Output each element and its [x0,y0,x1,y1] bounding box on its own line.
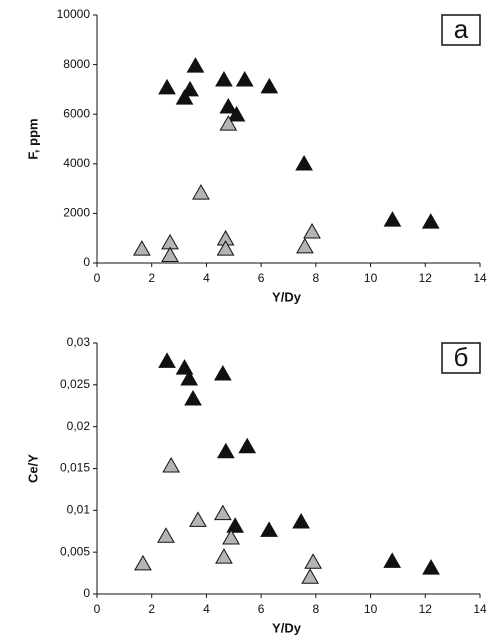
triangle-marker [227,105,246,122]
triangle-marker [222,528,240,545]
y-tick-label: 0,025 [60,377,90,391]
triangle-marker [186,57,205,73]
triangle-marker [180,369,199,386]
triangle-marker [238,437,257,454]
panel-label: б [454,342,469,372]
y-tick-label: 0,005 [60,544,90,558]
triangle-marker [184,390,202,406]
triangle-marker [175,89,194,105]
triangle-marker [189,511,207,527]
x-tick-label: 12 [419,271,433,285]
y-tick-label: 6000 [63,106,90,120]
x-axis-title: Y/Dy [272,620,302,635]
triangle-marker [304,553,322,569]
y-tick-label: 0,01 [67,503,91,517]
triangle-marker [421,213,440,229]
triangle-marker [383,211,402,227]
x-tick-label: 8 [313,271,320,285]
triangle-marker [158,78,176,95]
triangle-marker [422,559,440,575]
x-tick-label: 8 [313,602,320,616]
triangle-marker [235,70,254,87]
y-tick-label: 10000 [57,7,91,21]
triangle-marker [260,77,279,94]
x-tick-label: 2 [148,271,155,285]
x-tick-label: 10 [364,271,378,285]
x-tick-label: 6 [258,271,265,285]
triangle-marker [215,548,233,564]
y-tick-label: 4000 [63,156,90,170]
x-tick-label: 14 [473,271,487,285]
triangle-marker [260,521,278,537]
x-tick-label: 10 [364,602,378,616]
triangle-marker [192,184,210,200]
triangle-marker [216,240,235,256]
y-tick-label: 0,03 [67,335,91,349]
y-tick-label: 8000 [63,57,90,71]
triangle-marker [213,504,232,521]
triangle-marker [383,552,402,568]
triangle-marker [157,527,175,543]
triangle-marker [175,359,194,375]
x-tick-label: 2 [148,602,155,616]
triangle-marker [162,456,180,473]
panel-label-box [441,14,481,46]
triangle-marker [181,80,199,97]
triangle-marker [219,115,238,131]
x-tick-label: 6 [258,602,265,616]
triangle-marker [215,70,233,87]
triangle-marker [134,554,152,571]
x-tick-label: 4 [203,602,210,616]
triangle-marker [292,513,310,529]
x-tick-label: 0 [94,602,101,616]
triangle-marker [216,442,235,459]
y-tick-label: 0,015 [60,461,90,475]
triangle-marker [226,517,245,533]
triangle-marker [213,364,232,381]
y-tick-label: 0,02 [67,419,91,433]
x-tick-label: 14 [473,602,487,616]
triangle-marker [296,237,314,254]
y-axis-title: F, ppm [25,118,40,159]
x-axis-title: Y/Dy [272,289,302,304]
y-tick-label: 0 [83,255,90,269]
triangle-marker [158,352,176,368]
triangle-marker [295,155,313,171]
triangle-marker [303,222,321,239]
y-tick-label: 0 [83,586,90,600]
panel-label-box [441,342,481,374]
triangle-marker [161,246,179,263]
x-tick-label: 0 [94,271,101,285]
triangle-marker [133,240,151,256]
triangle-marker [219,98,238,114]
x-tick-label: 4 [203,271,210,285]
triangle-marker [301,568,319,584]
y-tick-label: 2000 [63,206,90,220]
x-tick-label: 12 [419,602,433,616]
panel-label: a [454,14,469,44]
y-axis-title: Ce/Y [25,454,40,483]
